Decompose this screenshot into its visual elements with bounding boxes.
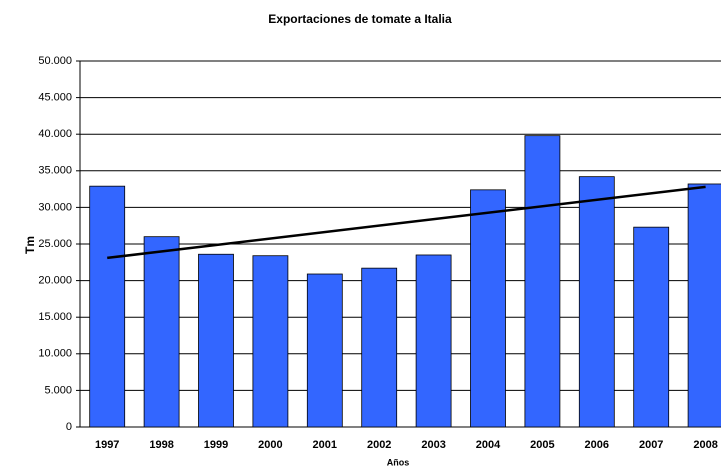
bar xyxy=(306,273,343,428)
bar xyxy=(198,253,234,428)
bar xyxy=(633,226,670,428)
x-tick-label: 2001 xyxy=(313,439,337,451)
x-tick-label: 1999 xyxy=(204,439,228,451)
y-axis-label: Tm xyxy=(23,236,37,254)
x-tick-label: 2000 xyxy=(258,439,282,451)
x-tick-label: 1998 xyxy=(149,439,173,451)
y-tick-label: 5.000 xyxy=(44,384,72,396)
y-tick-label: 40.000 xyxy=(38,128,72,140)
bar xyxy=(252,255,289,428)
x-tick-label: 1997 xyxy=(95,439,119,451)
x-axis-label: Años xyxy=(387,457,410,467)
y-tick-label: 25.000 xyxy=(38,238,72,250)
x-tick-label: 2003 xyxy=(421,439,445,451)
x-tick-label: 2007 xyxy=(639,439,663,451)
bar xyxy=(524,135,561,428)
bar xyxy=(415,254,452,428)
chart-title: Exportaciones de tomate a Italia xyxy=(268,12,452,26)
y-tick-label: 15.000 xyxy=(38,311,72,323)
bar xyxy=(578,176,615,428)
y-tick-label: 0 xyxy=(66,421,72,433)
y-tick-label: 30.000 xyxy=(38,201,72,213)
y-tick-label: 20.000 xyxy=(38,275,72,287)
bar xyxy=(361,267,398,428)
y-tick-label: 35.000 xyxy=(38,165,72,177)
bar xyxy=(687,183,721,428)
bar xyxy=(89,185,126,428)
bar xyxy=(143,236,180,428)
bar xyxy=(470,189,506,428)
x-tick-label: 2004 xyxy=(476,439,501,451)
trend-line xyxy=(107,185,706,260)
x-tick-label: 2005 xyxy=(530,439,554,451)
x-tick-label: 2006 xyxy=(585,439,609,451)
y-tick-label: 45.000 xyxy=(38,92,72,104)
y-tick-label: 10.000 xyxy=(38,348,72,360)
y-tick-label: 50.000 xyxy=(38,55,72,67)
x-tick-label: 2008 xyxy=(693,439,717,451)
x-tick-label: 2002 xyxy=(367,439,391,451)
